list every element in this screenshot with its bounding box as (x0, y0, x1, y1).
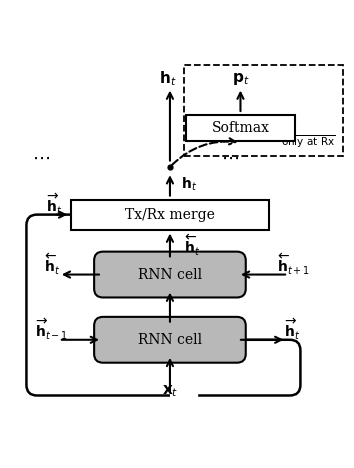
Bar (71, 200, 269, 230)
Text: $\overrightarrow{\mathbf{h}}_t$: $\overrightarrow{\mathbf{h}}_t$ (284, 317, 300, 342)
Text: $\overrightarrow{\mathbf{h}}_t$: $\overrightarrow{\mathbf{h}}_t$ (46, 191, 62, 217)
Bar (184, 65, 343, 156)
Text: RNN cell: RNN cell (138, 268, 202, 282)
Text: $\mathbf{p}_t$: $\mathbf{p}_t$ (232, 71, 249, 87)
Text: $\overleftarrow{\mathbf{h}}_t$: $\overleftarrow{\mathbf{h}}_t$ (44, 251, 60, 277)
FancyBboxPatch shape (94, 252, 246, 298)
Text: RNN cell: RNN cell (138, 333, 202, 347)
Text: $\cdots$: $\cdots$ (32, 149, 50, 167)
Text: Softmax: Softmax (211, 121, 269, 135)
Text: $\mathbf{x}_t$: $\mathbf{x}_t$ (162, 383, 178, 399)
Text: $\overleftarrow{\mathbf{h}}_{t+1}$: $\overleftarrow{\mathbf{h}}_{t+1}$ (277, 251, 310, 277)
Text: $\mathbf{h}_t$: $\mathbf{h}_t$ (181, 176, 197, 193)
Text: $\cdots$: $\cdots$ (221, 149, 239, 167)
Bar (186, 115, 295, 141)
FancyBboxPatch shape (94, 317, 246, 363)
Text: Tx/Rx merge: Tx/Rx merge (125, 208, 215, 222)
Text: $\overleftarrow{\mathbf{h}}_t$: $\overleftarrow{\mathbf{h}}_t$ (184, 233, 200, 257)
Text: $\overrightarrow{\mathbf{h}}_{t-1}$: $\overrightarrow{\mathbf{h}}_{t-1}$ (35, 317, 68, 342)
Text: $\overline{\rm only\ at\ Rx}$: $\overline{\rm only\ at\ Rx}$ (281, 133, 336, 150)
Text: $\mathbf{h}_t$: $\mathbf{h}_t$ (159, 70, 177, 88)
